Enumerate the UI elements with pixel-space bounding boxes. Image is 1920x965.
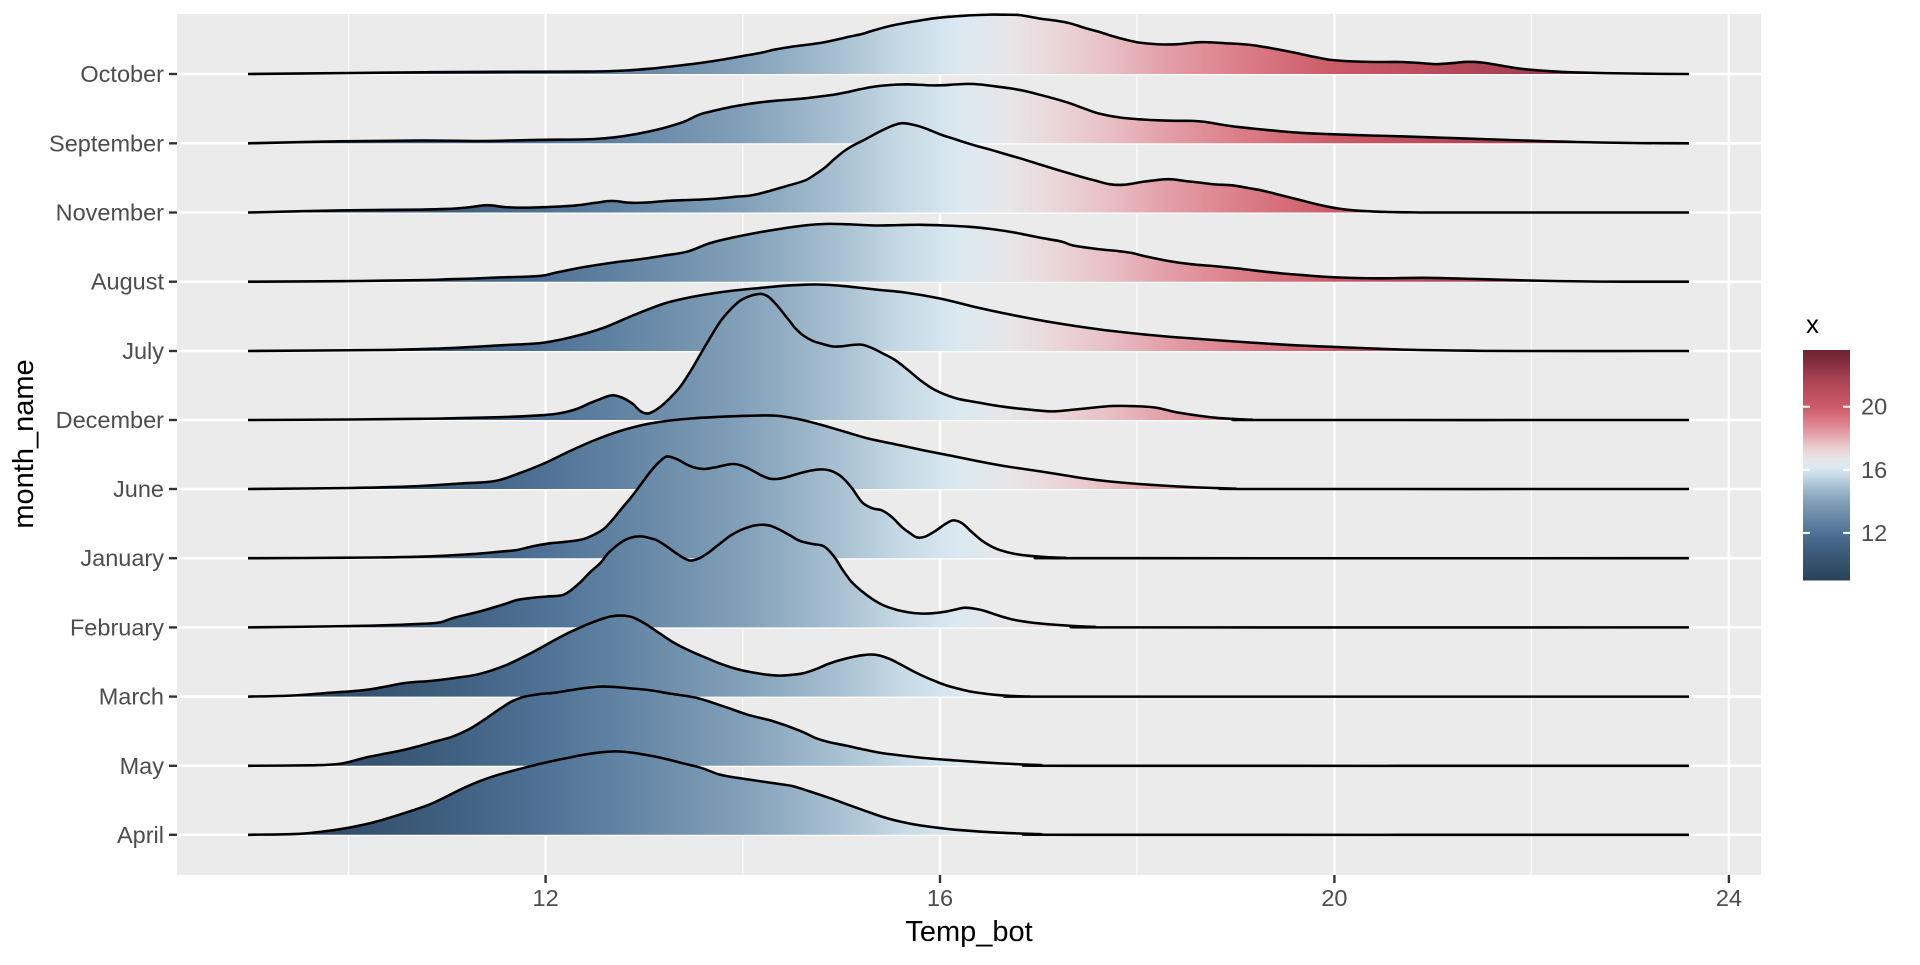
svg-text:August: August [91, 269, 165, 295]
svg-text:20: 20 [1861, 394, 1887, 420]
svg-text:x: x [1806, 309, 1819, 339]
svg-text:February: February [70, 614, 164, 640]
svg-text:May: May [120, 753, 165, 779]
svg-text:July: July [122, 338, 164, 364]
svg-text:20: 20 [1321, 885, 1347, 911]
svg-text:September: September [49, 130, 164, 156]
svg-text:April: April [117, 822, 164, 848]
svg-text:24: 24 [1716, 885, 1742, 911]
svg-text:12: 12 [1861, 520, 1887, 546]
svg-text:January: January [80, 545, 164, 571]
svg-text:November: November [56, 200, 165, 226]
svg-text:16: 16 [927, 885, 953, 911]
svg-text:October: October [80, 61, 164, 87]
svg-text:16: 16 [1861, 457, 1887, 483]
svg-text:Temp_bot: Temp_bot [905, 916, 1032, 948]
svg-text:March: March [99, 684, 164, 710]
svg-text:December: December [56, 407, 165, 433]
svg-text:12: 12 [533, 885, 559, 911]
svg-text:month_name: month_name [8, 359, 40, 528]
svg-text:June: June [113, 476, 164, 502]
